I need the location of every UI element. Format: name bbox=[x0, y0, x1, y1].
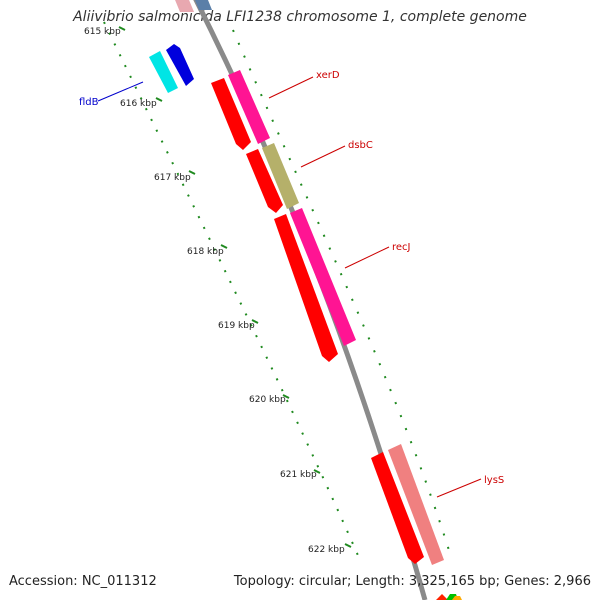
tick-label-622: 622 kbp bbox=[308, 545, 345, 555]
gene-arrow-dsbC bbox=[262, 143, 299, 209]
gene-arrow-bottom-partial bbox=[452, 596, 462, 600]
label-line-dsbC bbox=[300, 145, 346, 168]
gene-arrow-top-partial bbox=[195, 0, 212, 10]
tick-mark bbox=[282, 394, 290, 399]
tick-mark bbox=[251, 319, 259, 324]
tick-mark bbox=[344, 543, 352, 548]
gene-arrow-recJ bbox=[290, 208, 356, 346]
tick-label-617: 617 kbp bbox=[154, 173, 191, 183]
gene-arrow-top-partial bbox=[175, 0, 194, 12]
gene-arrow-dsbC bbox=[246, 149, 283, 213]
label-line-xerD bbox=[268, 76, 314, 99]
tick-mark bbox=[220, 244, 228, 249]
tick-mark bbox=[155, 97, 163, 102]
gene-arrow-xerD bbox=[211, 78, 251, 150]
genome-stats-text: Topology: circular; Length: 3,325,165 bp… bbox=[233, 574, 591, 589]
map-title: Aliivibrio salmonicida LFI1238 chromosom… bbox=[73, 9, 527, 25]
gene-arrow-bottom-partial bbox=[436, 594, 448, 600]
tick-label-621: 621 kbp bbox=[280, 470, 317, 480]
accession-text: Accession: NC_011312 bbox=[9, 574, 157, 589]
gene-label-lysS: lysS bbox=[484, 475, 504, 486]
gene-arrow-fldB bbox=[166, 44, 194, 86]
gene-label-dsbC: dsbC bbox=[348, 140, 373, 151]
label-line-fldB bbox=[97, 81, 144, 102]
gene-label-recJ: recJ bbox=[392, 242, 411, 253]
gene-label-fldB: fldB bbox=[79, 97, 99, 108]
gene-arrow-lysS bbox=[388, 444, 444, 565]
gene-arrow-xerD bbox=[228, 70, 270, 144]
major-ticks bbox=[118, 26, 352, 548]
tick-mark bbox=[313, 469, 321, 474]
inner-tick-ring bbox=[232, 29, 453, 561]
tick-label-618: 618 kbp bbox=[187, 247, 224, 257]
tick-label-620: 620 kbp bbox=[249, 395, 286, 405]
gene-label-xerD: xerD bbox=[316, 70, 340, 81]
gene-arrow-recJ bbox=[274, 214, 338, 362]
tick-mark bbox=[188, 170, 196, 175]
gene-arrow-lysS bbox=[371, 452, 424, 564]
label-line-lysS bbox=[436, 478, 482, 498]
outer-tick-ring bbox=[103, 21, 361, 561]
tick-label-619: 619 kbp bbox=[218, 321, 255, 331]
tick-mark bbox=[118, 26, 126, 31]
tick-label-615: 615 kbp bbox=[84, 27, 121, 37]
tick-label-616: 616 kbp bbox=[120, 99, 157, 109]
label-line-recJ bbox=[344, 246, 390, 269]
gene-arrow-fldB bbox=[149, 51, 178, 93]
